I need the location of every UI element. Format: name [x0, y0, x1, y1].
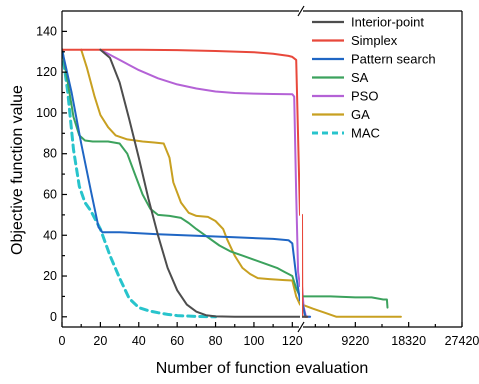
- legend: Interior-point Simplex Pattern search SA PSO…: [312, 15, 436, 141]
- series-line-mac-left: [62, 48, 217, 319]
- legend-label-mac: MAC: [351, 126, 380, 141]
- axis-break-mark-bottom: [297, 321, 305, 333]
- series-line-ga-right: [302, 303, 402, 318]
- legend-label-pso: PSO: [351, 89, 378, 104]
- series-line-pso-left: [99, 48, 300, 288]
- y-tick-label: 20: [43, 269, 57, 283]
- x-tick-label: 0: [59, 334, 66, 348]
- series-line-interior-point-left: [99, 48, 300, 318]
- series-line-sa-left: [62, 48, 300, 298]
- x-tick-label: 20: [93, 334, 107, 348]
- series-line-ga-left: [80, 48, 300, 306]
- axes: 0 20 40 60 80 100 120 140 0 20 40 60 80 100 120 9220 183…: [36, 5, 479, 348]
- x-tick-label: 27420: [445, 334, 479, 348]
- y-tick-label: 40: [43, 228, 57, 242]
- legend-label-pattern-search: Pattern search: [351, 52, 436, 67]
- y-tick-label: 60: [43, 187, 57, 201]
- legend-label-ga: GA: [351, 107, 370, 122]
- series-line-simplex-left: [62, 48, 300, 216]
- legend-label-simplex: Simplex: [351, 33, 398, 48]
- right-segment-lines: [302, 213, 402, 318]
- legend-label-sa: SA: [351, 70, 369, 85]
- x-tick-label: 40: [132, 334, 146, 348]
- axis-break-mark-top: [297, 5, 305, 17]
- y-tick-label: 100: [36, 106, 57, 120]
- y-tick-label: 140: [36, 24, 57, 38]
- x-tick-label: 60: [170, 334, 184, 348]
- y-tick-label: 120: [36, 65, 57, 79]
- y-tick-label: 80: [43, 147, 57, 161]
- y-tick-label: 0: [50, 310, 57, 324]
- plot-lines: [62, 48, 402, 319]
- x-tick-label: 18320: [391, 334, 426, 348]
- x-tick-label: 120: [282, 334, 303, 348]
- left-segment-lines: [62, 48, 300, 319]
- y-axis-label: Objective function value: [9, 85, 26, 255]
- x-tick-label: 100: [244, 334, 265, 348]
- x-tick-label: 9220: [341, 334, 369, 348]
- x-tick-label: 80: [209, 334, 223, 348]
- series-line-simplex-right: [302, 213, 309, 318]
- series-line-sa-right: [302, 295, 389, 309]
- x-axis-label: Number of function evaluation: [156, 360, 369, 377]
- legend-label-interior-point: Interior-point: [351, 15, 424, 30]
